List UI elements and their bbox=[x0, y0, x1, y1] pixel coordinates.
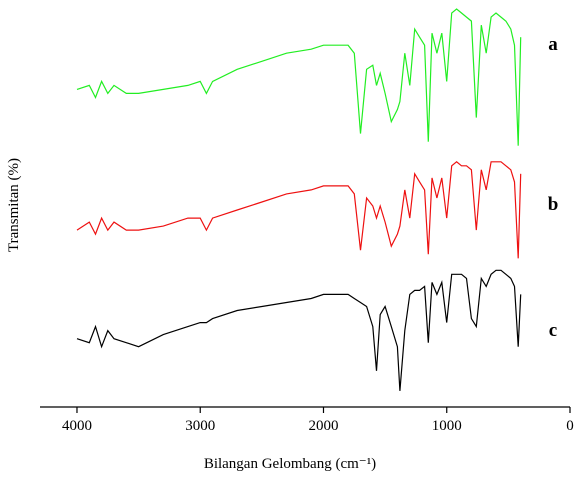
x-tick-label: 0 bbox=[566, 418, 574, 434]
x-axis-label: Bilangan Gelombang (cm⁻¹) bbox=[204, 456, 376, 472]
spectrum-line bbox=[76, 269, 522, 391]
x-tick-label: 4000 bbox=[62, 418, 92, 434]
spectrum-line bbox=[76, 8, 522, 146]
y-axis-label: Transmitan (%) bbox=[6, 158, 22, 252]
x-tick-label: 1000 bbox=[432, 418, 462, 434]
spectrum-line bbox=[76, 161, 522, 259]
x-tick-label: 3000 bbox=[185, 418, 215, 434]
x-tick-label: 2000 bbox=[308, 418, 338, 434]
series-label: b bbox=[548, 194, 559, 215]
series-label: a bbox=[548, 34, 558, 55]
series-label: c bbox=[549, 320, 557, 341]
